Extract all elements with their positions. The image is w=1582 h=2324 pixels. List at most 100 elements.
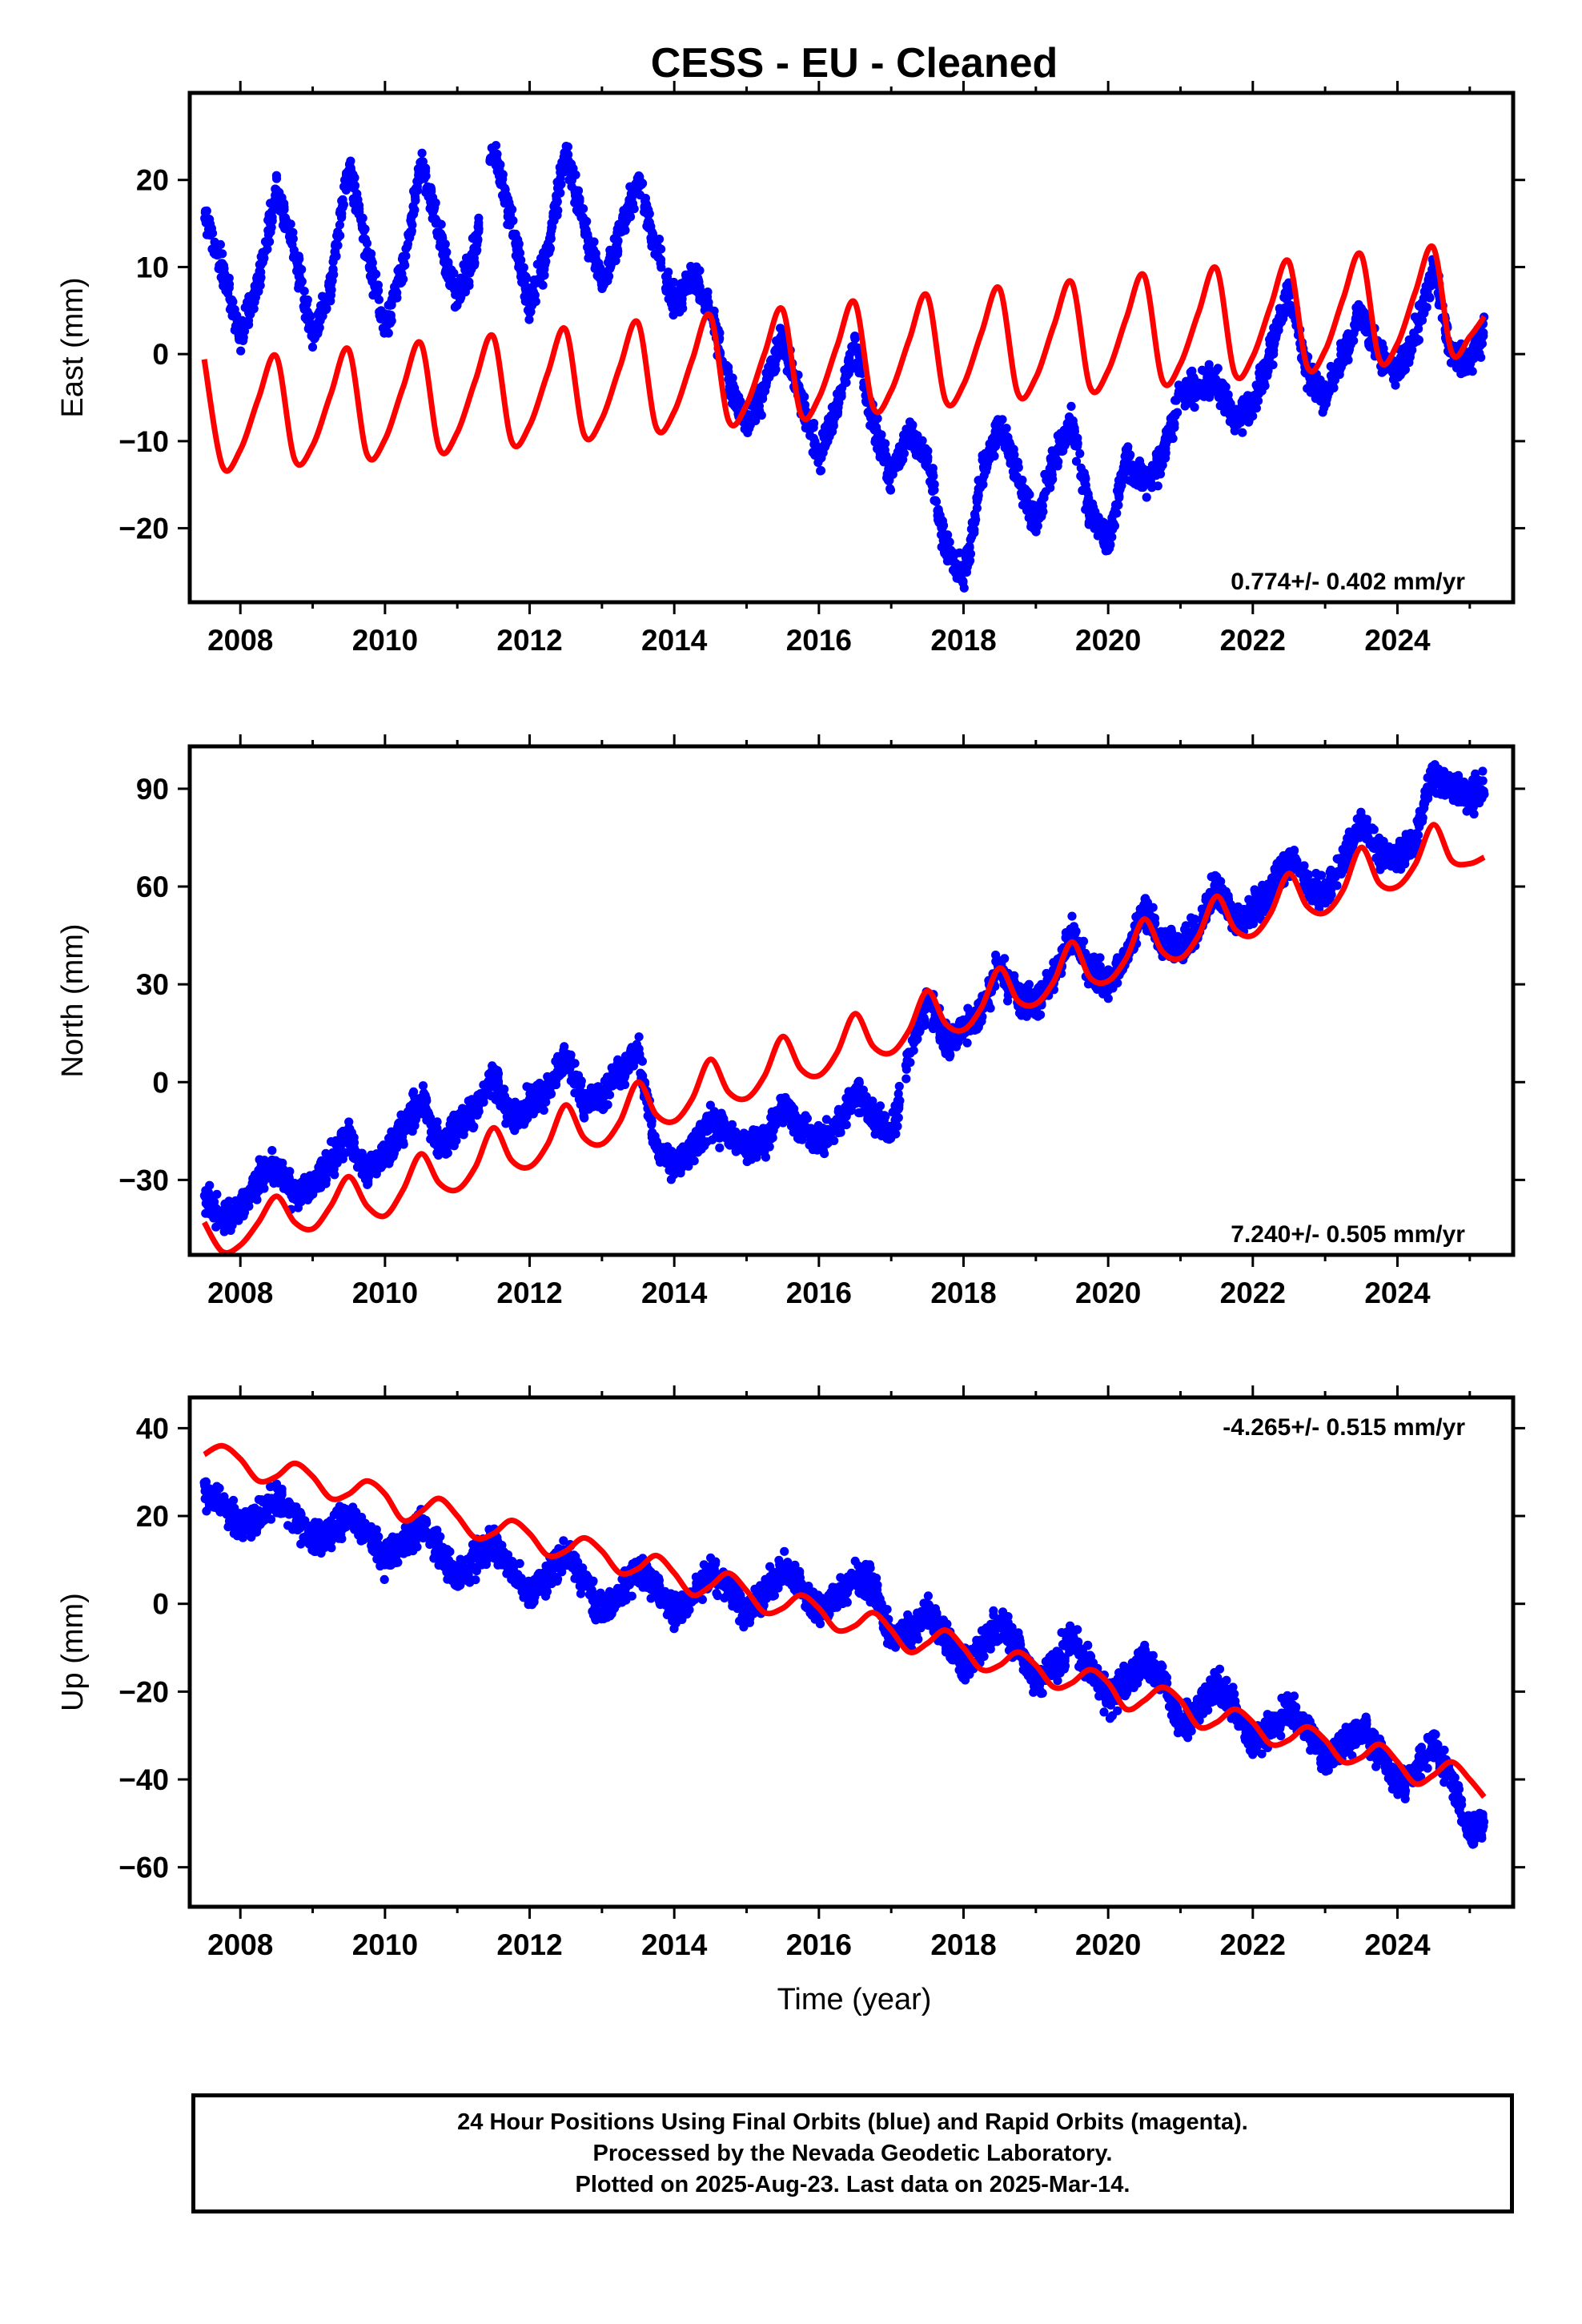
east-point bbox=[661, 287, 671, 296]
north-point bbox=[841, 1120, 851, 1130]
east-point bbox=[1013, 457, 1022, 467]
east-point bbox=[1415, 314, 1424, 324]
east-point bbox=[695, 266, 705, 275]
east-point bbox=[520, 292, 529, 301]
east-point bbox=[942, 533, 951, 543]
north-point bbox=[695, 1122, 705, 1132]
north-point bbox=[473, 1098, 484, 1108]
north-point bbox=[742, 1150, 752, 1160]
east-point bbox=[244, 292, 254, 301]
east-point bbox=[1027, 500, 1037, 509]
north-point bbox=[363, 1176, 373, 1186]
east-point bbox=[1411, 333, 1421, 343]
east-point bbox=[678, 304, 688, 313]
east-point bbox=[841, 378, 850, 388]
east-point bbox=[819, 441, 829, 451]
east-point bbox=[1377, 368, 1387, 377]
east-point bbox=[850, 334, 860, 344]
east-xtick-label: 2022 bbox=[1220, 624, 1286, 657]
east-point bbox=[1306, 388, 1315, 397]
east-point bbox=[300, 296, 310, 306]
east-point bbox=[1080, 476, 1090, 486]
east-point bbox=[1267, 340, 1277, 350]
east-point bbox=[1250, 394, 1260, 404]
east-point bbox=[568, 163, 578, 173]
north-point bbox=[273, 1172, 283, 1181]
east-point bbox=[744, 424, 754, 433]
east-point bbox=[635, 190, 645, 200]
east-point bbox=[399, 275, 408, 284]
east-point bbox=[460, 272, 469, 282]
east-point bbox=[354, 209, 363, 219]
east-point bbox=[959, 583, 969, 593]
east-point bbox=[612, 235, 621, 244]
north-point bbox=[408, 1127, 417, 1136]
east-point bbox=[299, 304, 309, 314]
east-point bbox=[898, 436, 908, 445]
east-point bbox=[1126, 464, 1135, 474]
east-point bbox=[1221, 402, 1231, 412]
east-point bbox=[1230, 426, 1239, 436]
east-point bbox=[286, 231, 295, 241]
east-point bbox=[524, 315, 534, 324]
north-point bbox=[508, 1123, 518, 1132]
north-point bbox=[219, 1227, 229, 1236]
east-point bbox=[1043, 475, 1053, 485]
north-point bbox=[608, 1081, 617, 1091]
east-point bbox=[996, 415, 1006, 425]
east-point bbox=[1213, 364, 1223, 373]
east-point bbox=[474, 213, 484, 223]
east-point bbox=[910, 445, 920, 456]
north-point bbox=[314, 1181, 323, 1191]
north-point bbox=[281, 1172, 291, 1182]
north-point bbox=[580, 1113, 589, 1123]
east-point bbox=[278, 220, 288, 230]
east-point bbox=[1404, 358, 1414, 368]
north-point bbox=[636, 1054, 645, 1063]
east-point bbox=[279, 213, 288, 223]
east-point bbox=[1174, 380, 1183, 390]
east-point bbox=[218, 275, 227, 286]
east-point bbox=[202, 230, 212, 239]
east-point bbox=[876, 434, 885, 444]
east-point bbox=[852, 358, 861, 368]
east-point bbox=[1143, 472, 1153, 481]
east-point bbox=[1090, 514, 1100, 524]
east-point bbox=[550, 199, 560, 209]
north-point bbox=[544, 1090, 554, 1100]
north-point bbox=[666, 1175, 677, 1184]
north-point bbox=[371, 1149, 381, 1159]
east-point bbox=[1195, 381, 1206, 391]
east-point bbox=[292, 251, 302, 261]
east-point bbox=[1071, 456, 1082, 466]
north-point bbox=[480, 1088, 489, 1097]
north-point bbox=[437, 1131, 447, 1140]
east-point bbox=[995, 422, 1005, 432]
east-point bbox=[547, 226, 556, 235]
east-point bbox=[1114, 489, 1123, 499]
east-point bbox=[688, 280, 697, 290]
east-point bbox=[417, 148, 427, 158]
east-model-line bbox=[201, 243, 1487, 474]
east-point bbox=[528, 296, 538, 306]
east-point bbox=[923, 456, 933, 465]
east-point bbox=[271, 174, 282, 183]
east-point bbox=[1343, 338, 1352, 348]
north-point bbox=[622, 1059, 632, 1068]
east-point bbox=[546, 234, 556, 243]
north-point bbox=[818, 1145, 828, 1155]
east-point bbox=[436, 219, 446, 229]
north-point bbox=[239, 1211, 248, 1220]
east-point bbox=[408, 202, 418, 211]
east-point bbox=[339, 182, 349, 191]
east-point bbox=[563, 142, 573, 151]
east-point bbox=[634, 183, 644, 192]
east-point bbox=[311, 332, 320, 342]
east-point bbox=[1053, 461, 1062, 471]
east-point bbox=[1214, 379, 1223, 388]
east-point bbox=[1232, 416, 1242, 426]
east-point bbox=[1274, 325, 1283, 335]
east-point bbox=[1268, 360, 1278, 370]
east-point bbox=[362, 239, 372, 248]
east-panel: 2008 2010 2012 2014 2016 2018 2020 2022 2024−20−… bbox=[56, 81, 1525, 657]
